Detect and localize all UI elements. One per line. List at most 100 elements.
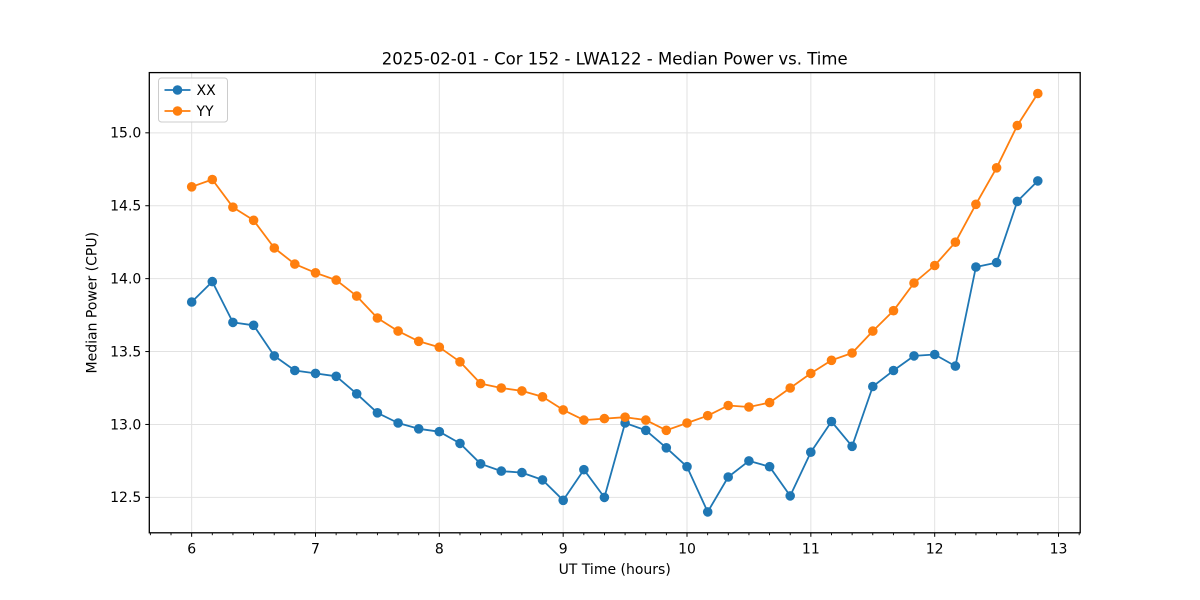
data-point-XX (929, 349, 940, 360)
y-tick-label: 12.5 (110, 490, 141, 506)
legend-marker-icon (172, 106, 183, 116)
legend-label: XX (197, 83, 217, 99)
data-point-YY (434, 342, 445, 353)
data-point-YY (1033, 88, 1043, 99)
data-point-YY (599, 413, 610, 424)
data-point-YY (702, 410, 713, 421)
y-tick-label: 13.0 (110, 417, 141, 433)
data-point-YY (764, 397, 775, 408)
data-point-XX (888, 365, 899, 376)
data-point-XX (579, 464, 589, 475)
legend-entry-XX: XX (164, 83, 217, 99)
data-point-XX (785, 491, 795, 501)
data-point-XX (186, 297, 197, 307)
series-YY (186, 88, 1043, 436)
x-tick-label: 7 (311, 541, 320, 557)
data-point-XX (909, 351, 919, 361)
x-tick-label: 11 (802, 541, 820, 557)
data-point-YY (186, 182, 197, 192)
data-point-XX (207, 276, 218, 287)
data-point-YY (331, 275, 342, 285)
data-point-XX (991, 257, 1002, 268)
x-tick-label: 6 (187, 541, 196, 557)
data-point-XX (537, 475, 548, 485)
x-tick-label: 8 (435, 541, 444, 557)
data-point-XX (351, 389, 362, 399)
data-point-XX (723, 472, 733, 482)
y-tick-label: 13.5 (110, 344, 141, 360)
data-point-XX (806, 447, 816, 458)
data-point-YY (228, 202, 238, 212)
data-point-YY (496, 383, 507, 393)
data-point-XX (517, 467, 527, 478)
data-point-YY (929, 260, 940, 271)
data-point-XX (434, 426, 445, 437)
series-line-XX (190, 179, 1039, 513)
series-XX (186, 176, 1043, 517)
axis-ticks: 6 7 8 9 10 11 12 13 12.5 13.0 13.5 14.0 14.5 15.0 (110, 126, 1080, 557)
x-axis-label: UT Time (hours) (559, 562, 671, 578)
data-point-XX (413, 424, 424, 434)
data-point-YY (1012, 120, 1023, 131)
data-point-XX (372, 408, 383, 418)
data-point-XX (475, 459, 486, 469)
data-point-XX (455, 438, 465, 449)
legend-box (158, 77, 228, 123)
data-point-XX (558, 495, 568, 506)
chart-title: 2025-02-01 - Cor 152 - LWA122 - Median P… (382, 50, 848, 69)
data-point-YY (806, 368, 816, 379)
data-point-YY (207, 174, 218, 185)
legend: XX YY (158, 77, 228, 123)
x-tick-label: 10 (678, 541, 696, 557)
x-tick-label: 9 (559, 541, 568, 557)
data-point-XX (290, 365, 300, 376)
data-point-XX (599, 492, 610, 503)
y-axis-label: Median Power (CPU) (85, 232, 101, 374)
data-point-YY (558, 405, 568, 415)
data-point-XX (228, 317, 238, 328)
data-series (186, 88, 1043, 517)
data-point-XX (971, 262, 981, 272)
data-point-YY (455, 357, 465, 367)
data-point-YY (826, 355, 837, 366)
data-point-YY (517, 386, 527, 396)
y-tick-label: 14.5 (110, 199, 141, 215)
data-point-XX (641, 425, 651, 436)
data-point-XX (248, 320, 259, 331)
legend-marker-icon (172, 85, 183, 95)
data-point-YY (888, 305, 899, 316)
gridlines (149, 72, 1081, 533)
data-point-XX (847, 441, 857, 452)
data-point-YY (620, 412, 630, 423)
plot-border (148, 71, 1081, 534)
axes-frame (148, 71, 1081, 534)
x-tick-label: 12 (926, 541, 944, 557)
data-point-YY (393, 326, 403, 336)
data-point-YY (971, 199, 981, 210)
y-tick-label: 14.0 (110, 271, 141, 287)
data-point-XX (496, 466, 507, 476)
x-tick-label: 13 (1050, 541, 1068, 557)
data-point-YY (661, 425, 672, 436)
data-point-XX (1033, 176, 1043, 186)
data-point-XX (868, 381, 878, 392)
data-point-YY (310, 268, 321, 278)
data-point-XX (331, 371, 342, 382)
data-point-YY (785, 383, 795, 393)
data-point-XX (702, 507, 713, 517)
data-point-YY (351, 291, 362, 301)
data-point-XX (661, 443, 672, 453)
data-point-XX (682, 461, 692, 472)
data-point-XX (826, 416, 837, 427)
data-point-XX (744, 456, 754, 466)
data-point-YY (290, 259, 300, 269)
legend-label: YY (196, 104, 215, 120)
data-point-YY (909, 278, 919, 288)
data-point-YY (723, 400, 733, 411)
data-point-XX (950, 361, 961, 371)
data-point-XX (269, 351, 280, 361)
data-point-XX (1012, 196, 1023, 207)
data-point-YY (682, 418, 692, 428)
